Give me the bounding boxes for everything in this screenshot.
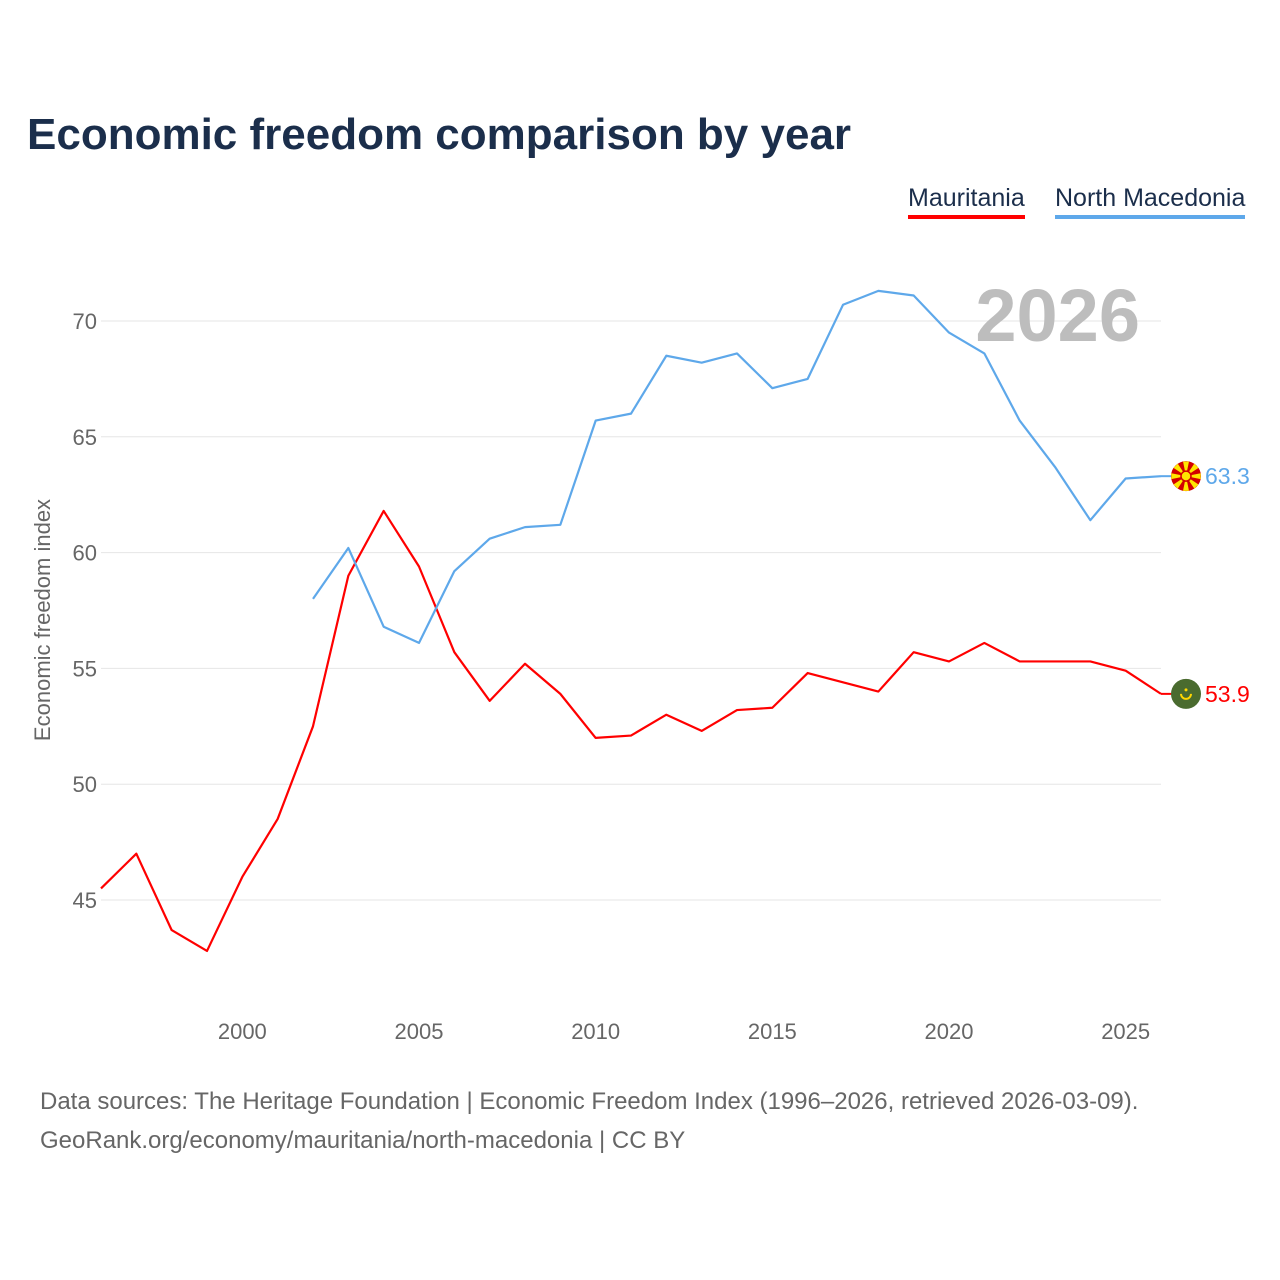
legend-mauritania[interactable]: Mauritania [908, 184, 1025, 219]
flag-crescent [1180, 693, 1192, 700]
y-axis-label: Economic freedom index [30, 499, 55, 741]
y-tick-label: 50 [73, 772, 97, 797]
x-tick-label: 2025 [1101, 1019, 1150, 1044]
x-tick-label: 2005 [395, 1019, 444, 1044]
x-tick-label: 2010 [571, 1019, 620, 1044]
footer-credit: GeoRank.org/economy/mauritania/north-mac… [40, 1127, 686, 1154]
flag-ray [1183, 476, 1189, 491]
flag-star [1184, 688, 1188, 692]
end-value-label: 63.3 [1205, 463, 1250, 489]
y-tick-label: 65 [73, 425, 97, 450]
flag-ray [1183, 461, 1189, 477]
legend-north-macedonia[interactable]: North Macedonia [1055, 184, 1246, 219]
mauritania-flag-icon [1171, 678, 1201, 709]
y-tick-label: 45 [73, 888, 97, 913]
footer-sources: Data sources: The Heritage Foundation | … [40, 1088, 1139, 1115]
y-tick-label: 60 [73, 541, 97, 566]
end-value-label: 53.9 [1205, 681, 1250, 707]
year-watermark: 2026 [975, 274, 1140, 357]
flag-sun [1180, 470, 1192, 482]
flag-ray [1171, 473, 1186, 480]
series-line-north-macedonia [312, 289, 1162, 645]
y-tick-label: 70 [73, 309, 97, 334]
x-tick-label: 2000 [218, 1019, 267, 1044]
series-line-mauritania [100, 509, 1162, 953]
y-tick-label: 55 [73, 656, 97, 681]
flag-ray [1186, 473, 1201, 480]
chart-title: Economic freedom comparison by year [27, 110, 852, 159]
x-tick-label: 2015 [748, 1019, 797, 1044]
x-tick-label: 2020 [925, 1019, 974, 1044]
